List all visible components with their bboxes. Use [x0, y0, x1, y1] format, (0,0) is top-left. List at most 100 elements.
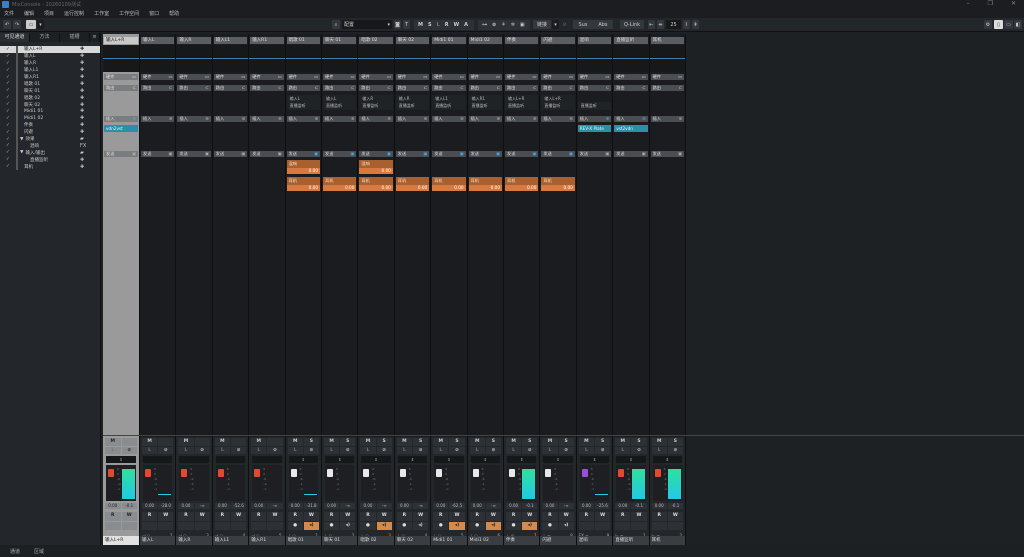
write-button[interactable]: W	[667, 512, 683, 521]
mute-button[interactable]: M	[142, 438, 158, 446]
solo-button[interactable]: S	[522, 438, 538, 446]
global-listen-button[interactable]: L	[436, 22, 440, 28]
bypass-icon[interactable]: ⊘	[485, 446, 501, 454]
sidebar-item[interactable]: ✓ 聊天 02 ✚	[0, 101, 100, 109]
insert-slot-header[interactable]: 插入 ⊕	[577, 116, 612, 122]
sidebar-item[interactable]: ✓ Midi1 01 ✚	[0, 108, 100, 115]
send-slot[interactable]: 耳机 0.00	[541, 177, 575, 191]
sidebar-item[interactable]: ✓ 闪避 ✚	[0, 128, 100, 136]
mute-button[interactable]: M	[578, 438, 594, 446]
snapshot-dropdown[interactable]: ▾	[37, 20, 44, 29]
listen-button[interactable]: L	[105, 446, 121, 454]
menu-item[interactable]: 项目	[44, 11, 55, 17]
hardware-slot[interactable]: 硬件 ▭	[395, 74, 430, 80]
fader-value[interactable]: 0.00	[360, 503, 376, 509]
undo-button[interactable]: ↶	[3, 20, 11, 29]
read-button[interactable]: R	[214, 512, 230, 521]
send-slot-header[interactable]: 发送 ▣	[323, 151, 357, 157]
write-button[interactable]: W	[594, 512, 611, 521]
write-button[interactable]: W	[267, 512, 283, 521]
send-slot[interactable]: 耳机 0.00	[359, 177, 393, 191]
menu-item[interactable]: 文件	[4, 11, 15, 17]
insert-slot-header[interactable]: 插入 ⊕	[323, 116, 357, 122]
record-button[interactable]: ●	[396, 521, 412, 530]
insert-slot-header[interactable]: 插入 ⊕	[541, 116, 575, 122]
tab-zones[interactable]: 区域	[34, 548, 45, 555]
send-slot-header[interactable]: 发送 ▣	[250, 151, 284, 157]
monitor-button[interactable]: ◂)	[340, 521, 356, 530]
insert-plugin[interactable]: REV-X Plate	[577, 125, 612, 132]
bypass-icon[interactable]: ⊘	[412, 446, 429, 454]
fader-value[interactable]: 0.00	[651, 503, 667, 509]
peak-value[interactable]: -28.0	[158, 503, 174, 509]
write-button[interactable]: W	[449, 512, 465, 521]
solo-button[interactable]: S	[631, 438, 647, 446]
global-read-button[interactable]: R	[444, 22, 449, 28]
send-slot[interactable]: 耳机 0.00	[468, 177, 502, 191]
strip-header[interactable]: 闪避	[541, 37, 575, 44]
bypass-icon[interactable]: ⊘	[230, 446, 247, 454]
peak-value[interactable]: -31.8	[303, 503, 319, 509]
insert-slot-header[interactable]: 插入 ⊕	[468, 116, 502, 122]
route-icon[interactable]: ⊶	[482, 22, 487, 28]
bypass-icon[interactable]: ⊘	[376, 446, 392, 454]
visibility-check-icon[interactable]: ✓	[6, 102, 10, 108]
read-button[interactable]: R	[178, 512, 194, 521]
send-slot-header[interactable]: 发送 ▣	[395, 151, 430, 157]
record-button[interactable]: ●	[433, 521, 449, 530]
bypass-icon[interactable]: ⊘	[594, 446, 611, 454]
mute-button[interactable]: M	[360, 438, 376, 446]
input-routing[interactable]: 输入R1	[468, 95, 502, 103]
write-button[interactable]: W	[303, 512, 319, 521]
strip-header[interactable]: Midi1 02	[468, 37, 502, 44]
strip-header[interactable]: 输入R1	[250, 37, 284, 44]
route-slot[interactable]: 路由 ⊂	[432, 85, 466, 91]
peak-value[interactable]: -∞	[376, 503, 392, 509]
route-slot[interactable]: 路由 ⊂	[286, 85, 320, 91]
read-button[interactable]: R	[251, 512, 267, 521]
fader-value[interactable]: 0.00	[506, 503, 522, 509]
pan-control[interactable]: ⇕	[507, 456, 537, 463]
visibility-check-icon[interactable]: ✓	[6, 122, 10, 128]
channel-name[interactable]: 输入R1	[249, 536, 285, 545]
insert-slot-header[interactable]: 插入 ⊕	[505, 116, 539, 122]
pan-control[interactable]	[252, 456, 282, 463]
read-button[interactable]: R	[615, 512, 631, 521]
pan-control[interactable]: ⇕	[106, 456, 136, 463]
global-mute-button[interactable]: M	[418, 22, 423, 28]
sidebar-item[interactable]: ✓ 输入R ✚	[0, 59, 100, 67]
output-routing[interactable]: 直播监听	[505, 102, 539, 110]
menu-item[interactable]: 工作室	[94, 11, 110, 17]
channel-name[interactable]: 输入L	[140, 536, 176, 545]
sidebar-item[interactable]: ✓ 输入L1 ✚	[0, 66, 100, 74]
route-slot[interactable]: 路由 ⊂	[359, 85, 393, 91]
insert-slot-header[interactable]: 插入 ⊕	[359, 116, 393, 122]
peak-value[interactable]: -∞	[485, 503, 501, 509]
pan-control[interactable]: ⇕	[288, 456, 318, 463]
minimize-button[interactable]: –	[966, 0, 970, 7]
send-slot-header[interactable]: 发送 ▣	[177, 151, 211, 157]
insert-slot-header[interactable]: 插入 ⊕	[177, 116, 211, 122]
send-slot-header[interactable]: 发送 ▣	[468, 151, 502, 157]
pan-control[interactable]: ⇕	[616, 456, 646, 463]
volume-fader[interactable]: 60-6-12-∞	[397, 465, 414, 501]
listen-button[interactable]: L	[469, 446, 485, 454]
send-level[interactable]: 0.00	[395, 185, 430, 191]
sidebar-item[interactable]: ✓ 混响 FX	[0, 142, 100, 150]
input-routing[interactable]: 输入R	[395, 95, 430, 103]
fader-value[interactable]: 0.00	[433, 503, 449, 509]
read-button[interactable]: R	[542, 512, 558, 521]
volume-fader[interactable]: 60-6-12-∞	[579, 465, 596, 501]
fader-value[interactable]: 0.00	[142, 503, 158, 509]
write-button[interactable]: W	[230, 512, 247, 521]
channel-name[interactable]: 耳机	[649, 536, 685, 545]
channel-name[interactable]: 唱歌 01	[285, 536, 321, 545]
peak-value[interactable]: -0.1	[631, 503, 647, 509]
sidebar-item[interactable]: ✓ 输入L ✚	[0, 52, 100, 60]
solo-button[interactable]	[267, 438, 283, 446]
sidebar-item[interactable]: ✓ Midi1 02 ✚	[0, 114, 100, 122]
write-button[interactable]: W	[194, 512, 210, 521]
listen-button[interactable]: L	[542, 446, 558, 454]
fader-value[interactable]: 0.00	[324, 503, 340, 509]
fader-value[interactable]: 0.00	[105, 503, 121, 509]
